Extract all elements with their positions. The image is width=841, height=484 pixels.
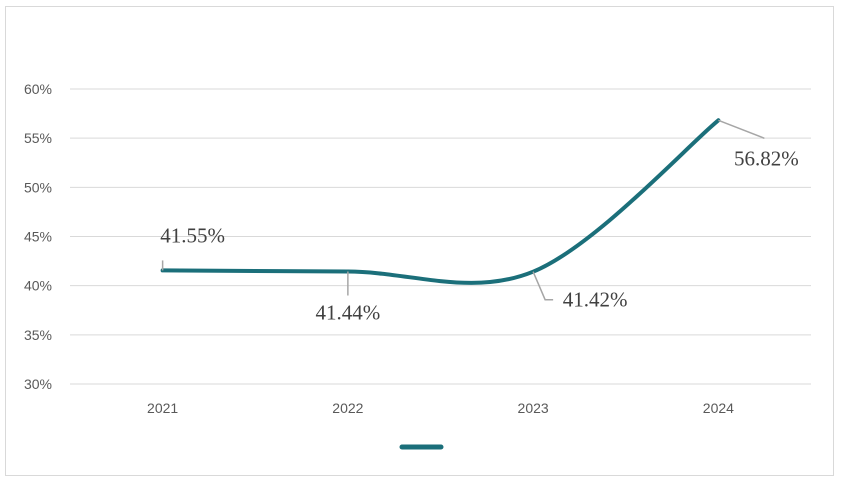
data-label-leaders xyxy=(161,119,765,301)
x-tick-label: 2023 xyxy=(518,400,549,416)
y-axis-ticks: 30% 35% 40% 45% 50% 55% 60% xyxy=(24,81,52,392)
leader-line xyxy=(532,271,554,301)
chart-frame xyxy=(5,6,834,476)
y-tick-label: 55% xyxy=(24,130,52,146)
y-tick-label: 60% xyxy=(24,81,52,97)
series-line xyxy=(160,118,721,285)
data-label: 41.44% xyxy=(316,301,381,325)
x-axis-ticks: 2021 2022 2023 2024 xyxy=(147,400,734,416)
leader-line xyxy=(718,119,765,139)
x-tick-label: 2021 xyxy=(147,400,178,416)
gridlines xyxy=(70,88,811,385)
x-tick-label: 2024 xyxy=(703,400,734,416)
y-tick-label: 50% xyxy=(24,179,52,195)
y-tick-label: 45% xyxy=(24,229,52,245)
y-tick-label: 35% xyxy=(24,327,52,343)
data-label: 56.82% xyxy=(734,146,799,170)
data-label: 41.55% xyxy=(160,223,225,247)
x-tick-label: 2022 xyxy=(332,400,363,416)
y-tick-label: 40% xyxy=(24,278,52,294)
y-tick-label: 30% xyxy=(24,376,52,392)
data-labels: 41.55% 41.44% 41.42% 56.82% xyxy=(160,146,799,324)
data-label: 41.42% xyxy=(563,288,628,312)
